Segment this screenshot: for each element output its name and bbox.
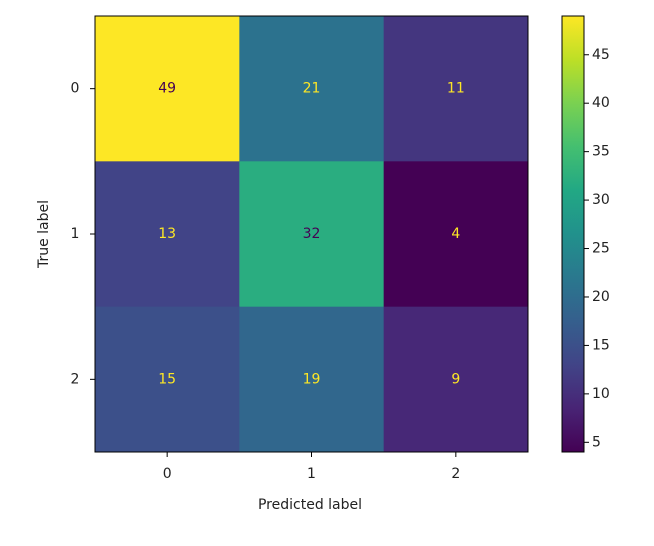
cell-label: 11 [447,81,465,97]
colorbar-tick-label: 10 [592,386,610,402]
colorbar-tick-label: 45 [592,47,610,63]
cell [383,161,529,308]
cell-label: 19 [303,371,321,387]
cell-label: 9 [451,371,460,387]
colorbar-tick-label: 40 [592,95,610,111]
cell [239,16,385,162]
colorbar-tick-label: 15 [592,337,610,353]
colorbar-tick-label: 20 [592,289,610,305]
cell [95,161,240,308]
cell-label: 21 [303,81,321,97]
y-tick-label: 1 [71,226,80,242]
cell [383,16,529,162]
x-tick-label: 1 [307,466,316,482]
y-axis-label: True label [36,200,52,269]
colorbar [561,15,585,453]
cell-label: 15 [158,371,176,387]
cell [95,16,240,162]
y-tick-label: 0 [71,81,80,97]
x-tick-label: 2 [451,466,460,482]
cell [383,306,529,453]
cell-label: 49 [158,81,176,97]
colorbar-tick-label: 30 [592,192,610,208]
cell-label: 32 [303,226,321,242]
cell-label: 13 [158,226,176,242]
cell [95,306,240,453]
cell [239,161,385,308]
cell-label: 4 [451,226,460,242]
colorbar-tick-label: 35 [592,144,610,160]
y-tick-label: 2 [71,371,80,387]
colorbar-tick-label: 5 [592,434,601,450]
colorbar-tick-label: 25 [592,241,610,257]
x-axis-label: Predicted label [258,497,362,513]
x-tick-label: 0 [163,466,172,482]
cell [239,306,385,453]
